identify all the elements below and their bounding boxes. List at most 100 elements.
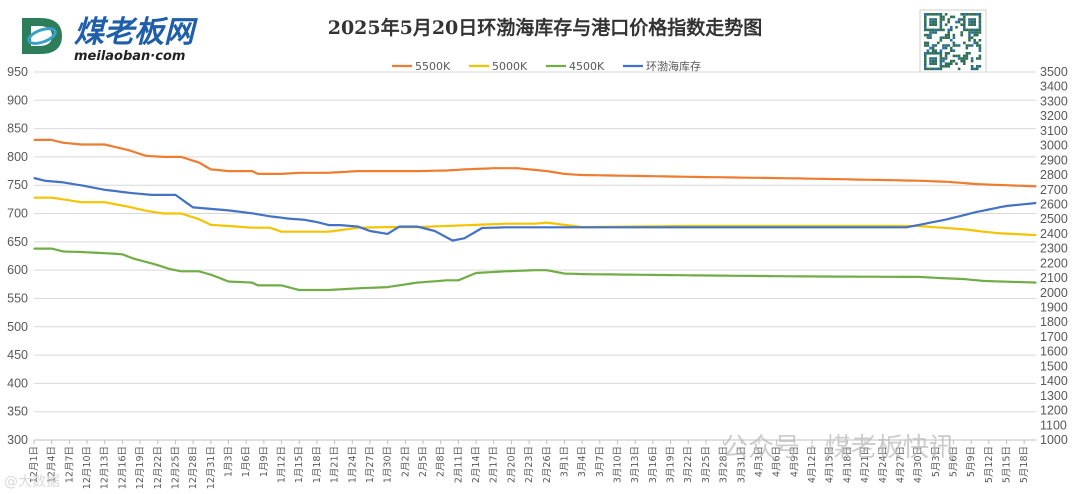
- data-point: [569, 273, 572, 275]
- data-point: [504, 223, 507, 225]
- data-point: [493, 271, 495, 273]
- data-point: [139, 193, 141, 195]
- qr-module: [924, 67, 927, 71]
- data-point: [92, 201, 94, 203]
- qr-module: [944, 46, 948, 50]
- qr-module: [924, 13, 927, 16]
- data-point: [882, 276, 884, 278]
- data-point: [104, 201, 106, 203]
- legend-item: 环渤海库存: [623, 59, 701, 73]
- x-tick-label: 3月19日: [666, 446, 677, 483]
- data-point: [593, 174, 595, 176]
- data-point: [558, 226, 560, 228]
- data-point: [434, 230, 436, 232]
- qr-module: [944, 33, 948, 37]
- data-point: [499, 271, 501, 273]
- data-point: [1035, 282, 1037, 284]
- x-tick-label: 12月28日: [188, 446, 199, 489]
- data-point: [251, 212, 253, 214]
- data-point: [381, 170, 383, 172]
- qr-module: [929, 67, 932, 71]
- data-point: [776, 226, 778, 228]
- data-point: [428, 170, 430, 172]
- data-point: [216, 276, 218, 278]
- corner-watermark: @大数据: [4, 474, 60, 490]
- qr-module: [976, 33, 979, 37]
- data-point: [681, 226, 684, 228]
- data-point: [434, 280, 436, 282]
- left-tick-label: 950: [7, 65, 28, 79]
- qr-module: [963, 62, 966, 65]
- data-point: [605, 174, 607, 176]
- data-point: [522, 270, 524, 272]
- data-point: [952, 278, 955, 280]
- qr-module: [970, 18, 974, 21]
- data-point: [286, 286, 288, 288]
- qr-module: [957, 67, 961, 71]
- logo-site-name: meilaoban·com: [74, 49, 185, 64]
- right-tick-label: 2300: [1040, 242, 1068, 256]
- data-point: [145, 210, 147, 212]
- data-point: [681, 274, 684, 276]
- data-point: [186, 202, 188, 204]
- qr-module: [934, 28, 937, 32]
- x-tick-label: 3月1日: [559, 446, 570, 477]
- qr-module: [926, 36, 930, 39]
- data-point: [192, 160, 194, 162]
- data-point: [304, 219, 306, 221]
- x-tick-label: 3月7日: [595, 446, 606, 477]
- data-point: [882, 226, 884, 228]
- data-point: [976, 183, 978, 185]
- data-point: [357, 287, 359, 289]
- data-point: [257, 227, 259, 229]
- data-point: [823, 226, 825, 228]
- qr-module: [978, 23, 982, 26]
- data-point: [57, 249, 59, 251]
- data-point: [416, 282, 418, 284]
- data-point: [917, 180, 919, 182]
- data-point: [345, 225, 347, 227]
- qr-module: [944, 36, 948, 39]
- data-point: [616, 175, 619, 177]
- qr-module: [957, 44, 961, 47]
- qr-module: [968, 13, 971, 16]
- qr-module: [939, 15, 943, 19]
- qr-module: [939, 62, 943, 65]
- data-point: [457, 224, 459, 227]
- qr-module: [978, 39, 982, 42]
- x-tick-label: 12月1日: [29, 446, 40, 483]
- data-point: [817, 178, 819, 180]
- qr-module: [963, 54, 966, 58]
- data-point: [33, 248, 35, 250]
- data-point: [693, 176, 695, 178]
- qr-module: [973, 20, 976, 24]
- qr-module: [924, 20, 927, 24]
- x-tick-label: 4月15日: [825, 446, 836, 483]
- data-point: [1000, 206, 1002, 208]
- data-point: [670, 175, 672, 178]
- data-point: [929, 180, 931, 182]
- data-point: [298, 231, 300, 233]
- data-point: [752, 177, 754, 179]
- qr-module: [976, 67, 979, 71]
- qr-module: [947, 33, 950, 37]
- data-point: [929, 276, 931, 279]
- data-point: [398, 226, 400, 228]
- data-point: [198, 162, 200, 164]
- data-point: [263, 227, 265, 229]
- data-point: [534, 269, 536, 271]
- qr-module: [960, 57, 963, 60]
- data-point: [33, 139, 35, 141]
- data-point: [222, 278, 224, 280]
- data-point: [363, 287, 365, 289]
- data-point: [281, 217, 283, 219]
- qr-module: [929, 23, 932, 26]
- data-point: [245, 212, 247, 214]
- data-point: [829, 178, 831, 180]
- data-point: [905, 226, 907, 228]
- data-point: [74, 183, 76, 185]
- qr-module: [934, 62, 937, 65]
- data-point: [227, 209, 230, 211]
- data-point: [605, 273, 607, 275]
- data-point: [104, 143, 106, 146]
